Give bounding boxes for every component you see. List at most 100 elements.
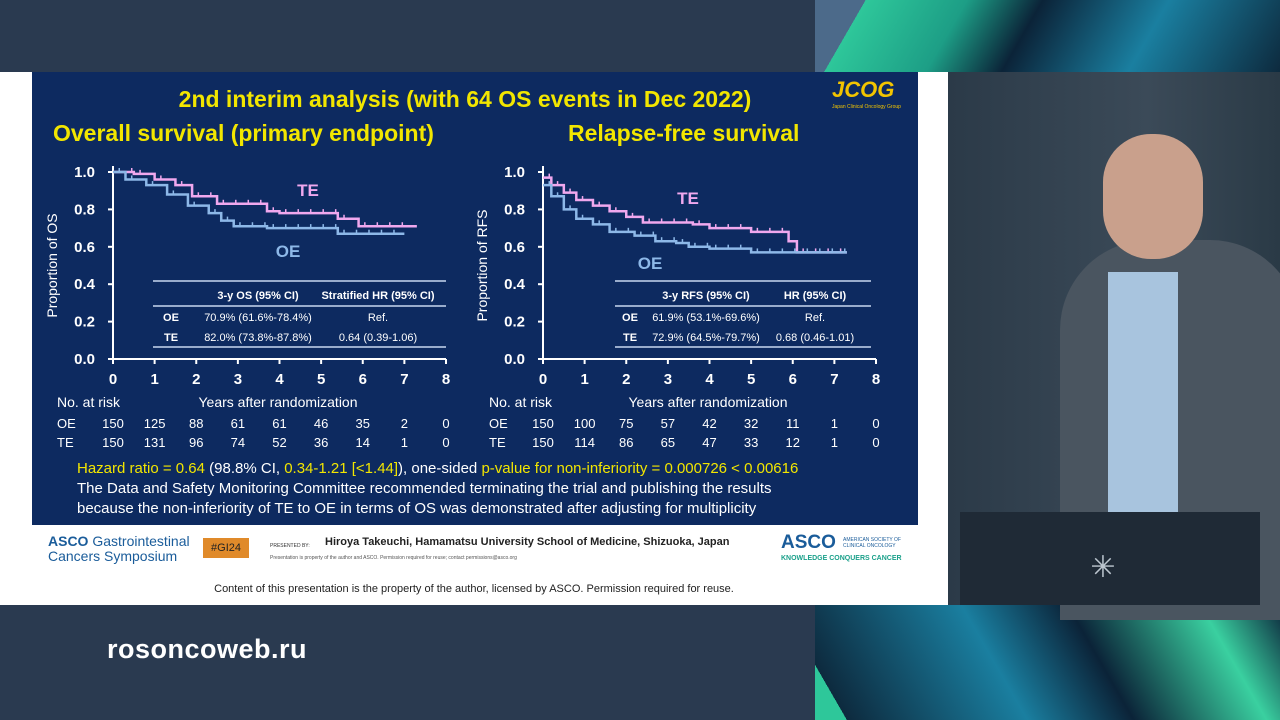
risk-count: 150 (102, 435, 124, 450)
speaker-video: ✳ (948, 72, 1280, 620)
x-tick-label: 6 (789, 371, 797, 388)
risk-count: 1 (831, 435, 838, 450)
risk-count: 86 (619, 435, 633, 450)
risk-count: 32 (744, 416, 758, 431)
table-header: 3-y OS (95% CI) (217, 290, 299, 302)
risk-arm-label: OE (57, 416, 76, 431)
content-note: Content of this presentation is the prop… (214, 583, 734, 595)
table-cell: Ref. (368, 312, 388, 324)
y-tick-label: 0.6 (74, 239, 95, 256)
x-tick-label: 1 (150, 371, 158, 388)
x-tick-label: 3 (664, 371, 672, 388)
x-tick-label: 4 (275, 371, 284, 388)
risk-count: 11 (786, 416, 800, 431)
risk-arm-label: TE (489, 435, 506, 450)
risk-count: 36 (314, 435, 328, 450)
y-tick-label: 0.4 (504, 276, 526, 293)
series-label-te: TE (677, 189, 699, 208)
x-tick-label: 6 (359, 371, 367, 388)
table-header: 3-y RFS (95% CI) (662, 290, 750, 302)
risk-count: 114 (574, 435, 595, 450)
asco-gi-logo-line1: Gastrointestinal (92, 533, 190, 549)
x-tick-label: 2 (192, 371, 200, 388)
risk-count: 12 (786, 435, 800, 450)
x-axis-label: Years after randomization (628, 394, 787, 410)
slide-content-area (32, 72, 918, 525)
y-tick-label: 0.8 (504, 201, 525, 218)
x-tick-label: 3 (234, 371, 242, 388)
risk-count: 2 (401, 416, 408, 431)
table-cell: 70.9% (61.6%-78.4%) (204, 312, 312, 324)
table-cell: 0.64 (0.39-1.06) (339, 332, 417, 344)
risk-count: 0 (442, 435, 449, 450)
risk-count: 42 (702, 416, 716, 431)
y-tick-label: 0.2 (74, 314, 95, 331)
x-tick-label: 1 (580, 371, 588, 388)
risk-count: 75 (619, 416, 633, 431)
asco-society-name: AMERICAN SOCIETY OF CLINICAL ONCOLOGY (843, 537, 901, 549)
risk-count: 1 (401, 435, 408, 450)
speaker-head (1103, 134, 1203, 259)
x-tick-label: 4 (705, 371, 714, 388)
table-cell: OE (622, 312, 638, 324)
x-tick-label: 7 (400, 371, 408, 388)
jcog-logo: JCOG (832, 77, 895, 102)
asco-logo: ASCO (781, 532, 836, 553)
risk-table-label: No. at risk (489, 394, 553, 410)
slide-title: 2nd interim analysis (with 64 OS events … (178, 86, 752, 112)
risk-table-label: No. at risk (57, 394, 121, 410)
y-tick-label: 0.0 (504, 351, 525, 368)
risk-count: 47 (702, 435, 716, 450)
km-curve-te (113, 170, 417, 228)
hazard-ratio-line: Hazard ratio = 0.64 (98.8% CI, 0.34-1.21… (77, 460, 798, 478)
risk-count: 33 (744, 435, 758, 450)
x-tick-label: 8 (872, 371, 880, 388)
table-cell: TE (164, 332, 178, 344)
y-tick-label: 0.2 (504, 314, 525, 331)
table-cell: 82.0% (73.8%-87.8%) (204, 332, 312, 344)
y-tick-label: 0.6 (504, 239, 525, 256)
risk-count: 61 (272, 416, 286, 431)
y-tick-label: 0.4 (74, 276, 96, 293)
risk-count: 0 (872, 416, 879, 431)
table-cell: Ref. (805, 312, 825, 324)
risk-count: 35 (356, 416, 370, 431)
presented-by-label: PRESENTED BY: (270, 543, 310, 549)
x-tick-label: 0 (109, 371, 117, 388)
watermark-site: rosoncoweb.ru (107, 634, 308, 664)
sided-text: ), one-sided (398, 460, 482, 477)
asco-tagline: KNOWLEDGE CONQUERS CANCER (781, 555, 902, 562)
series-label-oe: OE (638, 254, 663, 273)
podium-emblem-icon: ✳ (1090, 551, 1116, 584)
x-tick-label: 0 (539, 371, 547, 388)
risk-count: 0 (872, 435, 879, 450)
risk-count: 1 (831, 416, 838, 431)
speaker-shirt (1108, 272, 1178, 532)
risk-count: 46 (314, 416, 328, 431)
jcog-logo-subtitle: Japan Clinical Oncology Group (832, 104, 901, 110)
risk-count: 125 (144, 416, 166, 431)
permission-note-small: Presentation is property of the author a… (270, 555, 517, 561)
hr-value: Hazard ratio = 0.64 (77, 460, 205, 477)
p-value: p-value for non-inferiority = 0.000726 <… (481, 460, 799, 477)
x-tick-label: 5 (317, 371, 325, 388)
chart-title-os: Overall survival (primary endpoint) (53, 120, 434, 146)
y-axis-label: Proportion of RFS (474, 209, 490, 321)
hashtag-badge: #GI24 (203, 538, 249, 558)
risk-count: 150 (532, 416, 554, 431)
decorative-banner-bottom (815, 605, 1280, 720)
chart-title-rfs: Relapse-free survival (568, 120, 800, 146)
risk-count: 65 (661, 435, 675, 450)
series-label-te: TE (297, 181, 319, 200)
risk-count: 150 (532, 435, 554, 450)
km-curve-oe (543, 183, 847, 254)
risk-count: 57 (661, 416, 675, 431)
decorative-banner-top (815, 0, 1280, 72)
risk-arm-label: OE (489, 416, 508, 431)
asco-gi-logo-bold: ASCO (48, 533, 89, 549)
y-tick-label: 1.0 (504, 164, 525, 181)
dsmc-line-2: because the non-inferiority of TE to OE … (77, 500, 757, 517)
risk-count: 131 (144, 435, 166, 450)
risk-count: 14 (356, 435, 370, 450)
